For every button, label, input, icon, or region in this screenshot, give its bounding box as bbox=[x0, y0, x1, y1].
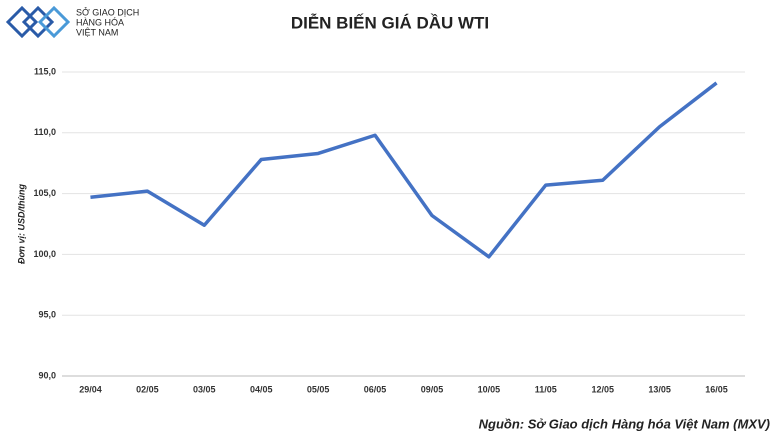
source: Nguồn: Sở Giao dịch Hàng hóa Việt Nam (M… bbox=[479, 416, 770, 431]
y-axis-label: Đơn vị: USD/thùng bbox=[16, 183, 26, 264]
x-tick-label: 09/05 bbox=[421, 384, 444, 394]
x-tick-label: 11/05 bbox=[535, 384, 557, 394]
x-tick-label: 03/05 bbox=[193, 384, 216, 394]
x-tick-label: 12/05 bbox=[591, 384, 614, 394]
y-tick-label: 105,0 bbox=[33, 188, 56, 198]
logo-text: HÀNG HÓA bbox=[76, 17, 124, 27]
x-tick-label: 10/05 bbox=[478, 384, 501, 394]
logo-text: SỞ GIAO DỊCH bbox=[76, 6, 139, 17]
y-tick-label: 115,0 bbox=[34, 66, 56, 76]
x-tick-label: 29/04 bbox=[79, 384, 102, 394]
x-tick-label: 02/05 bbox=[136, 384, 159, 394]
data-line bbox=[90, 81, 718, 259]
y-tick-label: 100,0 bbox=[33, 249, 56, 259]
x-tick-label: 06/05 bbox=[364, 384, 387, 394]
y-tick-label: 110,0 bbox=[34, 127, 56, 137]
x-tick-label: 16/05 bbox=[705, 384, 728, 394]
logo-text: VIỆT NAM bbox=[76, 27, 118, 37]
y-tick-label: 90,0 bbox=[38, 370, 56, 380]
logo-icon bbox=[5, 5, 71, 39]
chart-title: DIỄN BIẾN GIÁ DẦU WTI bbox=[291, 13, 489, 32]
y-tick-label: 95,0 bbox=[38, 310, 56, 320]
x-tick-label: 13/05 bbox=[648, 384, 671, 394]
x-tick-label: 05/05 bbox=[307, 384, 330, 394]
x-tick-label: 04/05 bbox=[250, 384, 273, 394]
